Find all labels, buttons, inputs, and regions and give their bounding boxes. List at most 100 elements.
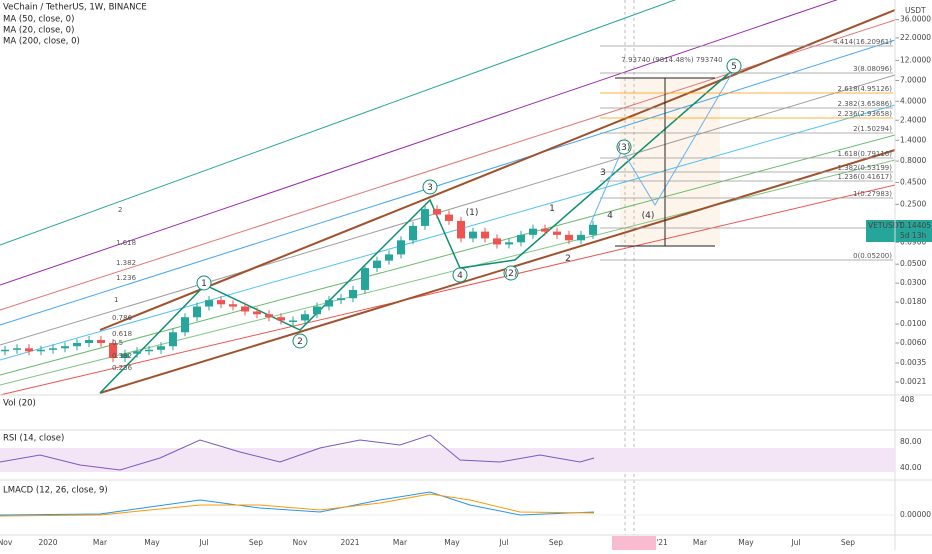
candle: [181, 317, 189, 333]
fib-label: 0(0.05200): [853, 252, 892, 260]
candle: [301, 314, 309, 321]
time-label: Jul: [198, 538, 208, 547]
fib-label: 2.236(2.93658): [838, 110, 893, 118]
wave-circle: [422, 179, 438, 195]
candle: [265, 314, 273, 318]
candle: [253, 311, 261, 315]
time-label: Sep: [549, 538, 563, 547]
price-tick-label: 0.0300: [900, 278, 926, 287]
wave-label: 1: [201, 279, 207, 289]
price-tick-label: 0.0060: [900, 338, 926, 347]
candle: [361, 268, 369, 290]
fan-label: 0.5: [112, 339, 123, 347]
time-label: May: [738, 538, 754, 547]
fan-line: [0, 134, 896, 376]
candle: [529, 228, 537, 235]
rsi-band: [0, 448, 895, 472]
fan-line: [0, 74, 896, 346]
fib-levels: 4.414(16.20961) 3(8.08096) 2.618(4.95126) 2…: [600, 38, 893, 261]
candle: [73, 342, 81, 347]
candle: [121, 353, 129, 359]
symbol-title: VeChain / TetherUS, 1W, BINANCE: [3, 3, 147, 13]
wave-label: (2): [505, 269, 518, 279]
price-tick-label: 0.0180: [900, 297, 926, 306]
price-tick-label: 1.4000: [900, 135, 926, 144]
candle: [133, 351, 141, 354]
date-highlight: [612, 536, 656, 550]
candle: [13, 348, 21, 350]
candle: [337, 298, 345, 301]
price-tick-label: 0.0035: [900, 358, 926, 367]
wave-label: (3): [618, 143, 631, 153]
pane-title: LMACD (12, 26, close, 9): [3, 486, 108, 496]
candle: [553, 231, 561, 235]
projection-path: [589, 67, 736, 226]
signal-line: [0, 493, 595, 517]
candle: [469, 231, 477, 239]
time-label: Nov: [0, 538, 13, 547]
time-label: Sep: [249, 538, 263, 547]
wave-label: 2: [297, 337, 303, 347]
candle: [433, 209, 441, 215]
candle: [409, 225, 417, 241]
time-label: 2020: [38, 538, 57, 547]
time-label: Jul: [498, 538, 508, 547]
axis-unit: USDT: [905, 6, 926, 15]
candle: [229, 304, 237, 307]
time-label: Mar: [393, 538, 408, 547]
candle: [37, 349, 45, 352]
fan-label: 1.618: [116, 239, 136, 247]
time-label: Sep: [841, 538, 855, 547]
time-label: 2021: [340, 538, 359, 547]
price-tick-label: 0.4500: [900, 177, 926, 186]
candle: [241, 306, 249, 312]
wave-label: 5: [731, 62, 737, 72]
candle: [397, 240, 405, 255]
wave-circle: [292, 333, 308, 349]
time-label: Mar: [693, 538, 708, 547]
time-label: May: [144, 538, 160, 547]
measure-label: 7.93740 (9814.48%) 793740: [621, 56, 722, 64]
badge-price: 0.14405: [900, 221, 931, 230]
candle: [145, 349, 153, 352]
fib-label: 3(8.08096): [853, 65, 892, 73]
candle: [349, 289, 357, 299]
candle: [85, 340, 93, 343]
candle: [217, 300, 225, 305]
candle: [589, 224, 597, 235]
candle: [373, 260, 381, 269]
indicator-legend: MA (20, close, 0): [3, 26, 74, 36]
trend-line: [99, 149, 896, 394]
candle: [109, 342, 117, 359]
price-tick-label: 0.2500: [900, 199, 926, 208]
fan-label: 0.236: [112, 364, 133, 372]
pane-title: Vol (20): [3, 399, 36, 409]
fan-label: 1.382: [116, 259, 136, 267]
wave-circle: [196, 275, 212, 291]
wave-label: (1): [466, 208, 479, 218]
fan-label: 0.382: [112, 352, 132, 360]
badge-timer: 5d 13h: [900, 231, 926, 240]
pane-title: RSI (14, close): [3, 434, 64, 444]
wave-label: 3: [427, 183, 433, 193]
candle: [1, 349, 9, 352]
fib-label: 4.414(16.20961): [833, 38, 892, 46]
wave-label: 4: [457, 271, 463, 281]
candle: [277, 317, 285, 321]
labels: VeChain / TetherUS, 1W, BINANCE MA (50, c…: [0, 3, 932, 547]
fib-label: 1.382(0.53199): [838, 164, 893, 172]
candle: [61, 346, 69, 349]
wave-label: 4: [607, 211, 613, 221]
candle: [169, 332, 177, 347]
candle: [325, 300, 333, 307]
wave-circle: [503, 265, 519, 281]
time-label: Jul: [790, 538, 800, 547]
candle: [505, 242, 513, 245]
wave-circle: [726, 58, 742, 74]
candle: [25, 348, 33, 352]
price-tick-label: 4.0000: [900, 96, 926, 105]
candle: [49, 348, 57, 350]
candle: [313, 306, 321, 315]
candles: [1, 205, 597, 363]
